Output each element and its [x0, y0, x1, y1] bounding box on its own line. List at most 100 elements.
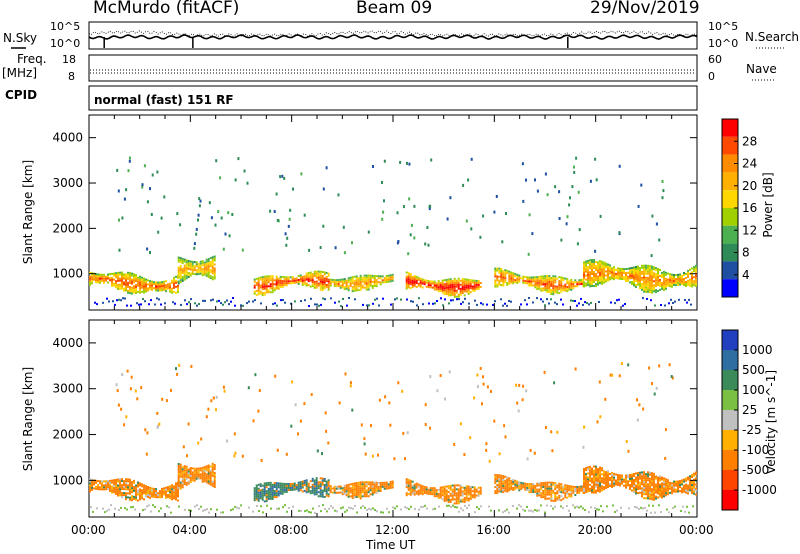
- echo-cell: [463, 284, 466, 287]
- echo-speckle: [140, 386, 143, 390]
- echo-near-range: [414, 507, 416, 510]
- echo-cell: [179, 261, 182, 264]
- echo-cell: [125, 279, 127, 282]
- echo-cell: [125, 480, 127, 483]
- echo-cell: [345, 494, 348, 497]
- echo-cell: [319, 286, 322, 289]
- echo-cell: [291, 482, 294, 485]
- echo-near-range: [310, 297, 312, 300]
- echo-cell: [151, 491, 153, 494]
- echo-cell: [659, 479, 661, 482]
- echo-cell: [125, 498, 127, 501]
- echo-cell: [504, 269, 507, 272]
- echo-cell: [443, 487, 446, 490]
- echo-cell: [500, 490, 503, 493]
- nsky-label: N.Sky: [3, 31, 38, 45]
- echo-cell: [257, 495, 260, 498]
- echo-cell: [387, 274, 390, 277]
- echo-near-range: [374, 298, 376, 301]
- echo-near-range: [300, 509, 302, 512]
- echo-cell: [329, 278, 332, 281]
- echo-speckle: [543, 370, 546, 374]
- echo-near-range: [432, 302, 434, 305]
- echo-cell: [681, 276, 683, 279]
- echo-cell: [271, 277, 274, 280]
- echo-cell: [437, 494, 440, 497]
- echo-speckle: [582, 445, 585, 449]
- echo-cell: [127, 271, 129, 274]
- echo-cell: [554, 482, 557, 484]
- echo-cell: [669, 491, 671, 494]
- echo-cell: [265, 496, 268, 499]
- echo-cell: [371, 493, 374, 496]
- echo-cell: [159, 490, 161, 493]
- echo-cell: [319, 276, 322, 279]
- echo-cell: [367, 481, 370, 484]
- echo-near-range: [202, 299, 204, 302]
- echo-cell: [315, 282, 318, 285]
- echo-cell: [589, 279, 591, 282]
- echo-cell: [657, 268, 659, 270]
- echo-cell: [443, 291, 446, 294]
- echo-cell: [117, 285, 119, 288]
- echo-cell: [445, 288, 448, 291]
- echo-cell: [199, 473, 202, 476]
- echo-cell: [185, 277, 188, 280]
- echo-cell: [143, 289, 145, 292]
- echo-cell: [207, 470, 210, 473]
- echo-cell: [391, 484, 394, 487]
- echo-cell: [323, 279, 326, 282]
- echo-cell: [496, 285, 499, 288]
- echo-cell: [641, 495, 643, 498]
- echo-cell: [407, 486, 410, 489]
- echo-cell: [355, 283, 358, 286]
- echo-cell: [187, 474, 190, 477]
- echo-cell: [365, 284, 368, 287]
- echo-speckle: [534, 178, 536, 182]
- echo-speckle: [396, 211, 399, 215]
- echo-cell: [667, 485, 669, 488]
- echo-speckle: [388, 401, 391, 405]
- echo-cell: [119, 490, 121, 493]
- echo-cell: [593, 259, 595, 261]
- echo-cell: [119, 478, 121, 481]
- echo-speckle: [187, 422, 190, 426]
- echo-cell: [207, 466, 210, 469]
- echo-near-range: [572, 504, 574, 507]
- echo-cell: [643, 485, 645, 488]
- echo-cell: [461, 292, 464, 294]
- echo-cell: [542, 490, 545, 492]
- echo-cell: [285, 280, 288, 283]
- echo-cell: [429, 284, 432, 287]
- echo-cell: [267, 279, 270, 282]
- echo-cell: [552, 275, 555, 278]
- echo-cell: [127, 277, 129, 280]
- echo-cell: [349, 489, 352, 492]
- echo-near-range: [426, 507, 428, 510]
- echo-speckle: [596, 420, 599, 424]
- echo-cell: [554, 285, 557, 288]
- echo-cell: [465, 282, 468, 285]
- echo-cell: [479, 488, 482, 491]
- echo-cell: [115, 482, 117, 485]
- echo-cell: [185, 261, 188, 264]
- echo-cell: [599, 280, 601, 283]
- echo-cell: [367, 274, 370, 277]
- echo-cell: [613, 268, 615, 271]
- echo-cell: [550, 481, 553, 484]
- echo-cell: [115, 276, 117, 279]
- echo-cell: [319, 483, 322, 486]
- echo-speckle: [197, 218, 199, 222]
- echo-speckle: [498, 452, 501, 456]
- echo-cell: [587, 275, 589, 278]
- echo-cell: [550, 485, 553, 488]
- echo-near-range: [688, 511, 690, 514]
- echo-near-range: [520, 505, 522, 508]
- echo-cell: [530, 282, 533, 285]
- echo-cell: [263, 279, 266, 282]
- echo-cell: [313, 284, 316, 287]
- echo-speckle: [176, 372, 179, 376]
- echo-cell: [687, 486, 689, 489]
- echo-cell: [289, 282, 292, 285]
